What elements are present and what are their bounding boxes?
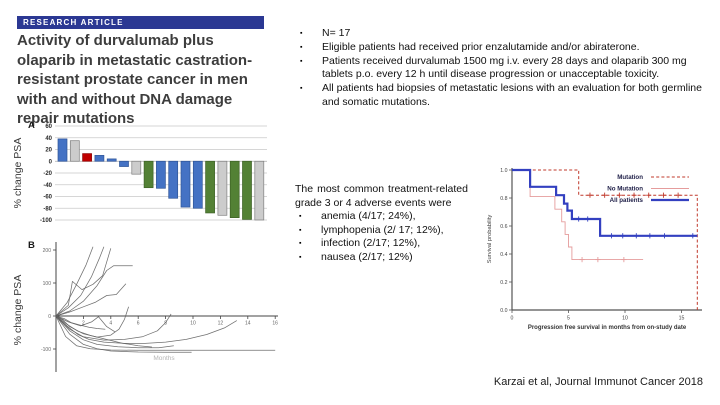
article-title: Activity of durvalumab plus olaparib in … [17, 32, 253, 127]
svg-text:6: 6 [137, 321, 140, 327]
bullet-icon: ▪ [300, 85, 303, 93]
svg-text:100: 100 [43, 281, 52, 287]
svg-text:16: 16 [272, 321, 278, 327]
bullet-icon: ▪ [299, 240, 302, 248]
svg-text:-100: -100 [40, 218, 53, 224]
svg-text:0: 0 [48, 314, 51, 320]
svg-text:4: 4 [109, 321, 112, 327]
bullet-icon: ▪ [300, 30, 303, 37]
key-points-list: ▪ N= 17 ▪ Eligible patients had received p… [296, 27, 714, 109]
svg-text:40: 40 [45, 136, 52, 142]
svg-text:Progression free survival in m: Progression free survival in months from… [528, 325, 687, 331]
svg-text:No Mutation: No Mutation [607, 186, 643, 193]
svg-text:0.4: 0.4 [500, 252, 507, 258]
svg-text:8: 8 [164, 321, 167, 327]
svg-text:% change PSA: % change PSA [12, 275, 24, 346]
adverse-events-intro: The most common treatment-related grade … [295, 183, 468, 209]
key-point-text: Eligible patients had received prior enz… [322, 40, 640, 53]
adverse-event-text: anemia (4/17; 24%), [321, 210, 416, 223]
kaplan-meier-pfs-chart: 1.0 0.8 0.6 0.4 0.2 0.0 0 5 10 15 Mutation No Mutat… [487, 168, 702, 331]
adverse-events-block: The most common treatment-related grade … [295, 183, 468, 265]
list-item: ▪ infection (2/17; 12%), [295, 237, 468, 251]
svg-text:Survival probability: Survival probability [487, 215, 493, 264]
spider-plot-psa: 200 100 0 -100 2 4 6 8 10 12 14 16 B % change PSA Mont… [12, 240, 278, 372]
svg-text:Months: Months [153, 355, 175, 362]
bullet-icon: ▪ [299, 253, 302, 261]
svg-text:60: 60 [45, 124, 52, 130]
list-item: ▪ N= 17 [296, 27, 714, 40]
svg-text:20: 20 [45, 148, 52, 154]
svg-text:2: 2 [82, 321, 85, 327]
research-article-tag: RESEARCH ARTICLE [17, 16, 264, 29]
citation: Karzai et al, Journal Immunot Cancer 201… [493, 376, 703, 388]
svg-text:All patients: All patients [610, 197, 644, 204]
adverse-event-text: infection (2/17; 12%), [321, 237, 421, 250]
svg-text:0.2: 0.2 [500, 280, 507, 286]
list-item: ▪ All patients had biopsies of metastatic… [296, 82, 714, 109]
svg-text:Mutation: Mutation [617, 174, 643, 181]
svg-text:-40: -40 [43, 183, 52, 189]
adverse-events-list: ▪ anemia (4/17; 24%), ▪ lymphopenia (2/ 17… [295, 210, 468, 264]
key-point-text: N= 17 [322, 27, 351, 39]
bullet-icon: ▪ [299, 213, 302, 221]
bullet-icon: ▪ [299, 226, 302, 234]
svg-text:-20: -20 [43, 171, 52, 177]
svg-text:12: 12 [218, 321, 224, 327]
svg-text:200: 200 [43, 248, 52, 254]
adverse-event-text: lymphopenia (2/ 17; 12%), [321, 223, 444, 236]
svg-text:0: 0 [511, 316, 514, 322]
svg-text:5: 5 [567, 316, 570, 322]
svg-text:0.6: 0.6 [500, 224, 507, 230]
svg-text:14: 14 [245, 321, 251, 327]
list-item: ▪ anemia (4/17; 24%), [295, 210, 468, 224]
svg-text:0.0: 0.0 [500, 308, 507, 314]
svg-text:10: 10 [622, 316, 628, 322]
svg-text:-80: -80 [43, 206, 52, 212]
svg-text:1.0: 1.0 [500, 168, 507, 174]
bullet-icon: ▪ [300, 43, 303, 51]
waterfall-chart-psa: 60 40 20 0 -20 -40 -60 -80 -100 A % change PSA [12, 120, 267, 224]
svg-text:-100: -100 [41, 347, 51, 353]
list-item: ▪ nausea (2/17; 12%) [295, 251, 468, 265]
key-point-text: Patients received durvalumab 1500 mg i.v… [322, 54, 687, 81]
svg-text:15: 15 [679, 316, 685, 322]
svg-text:0.8: 0.8 [500, 196, 507, 202]
bullet-icon: ▪ [300, 57, 303, 65]
key-point-text: All patients had biopsies of metastatic … [322, 82, 702, 108]
svg-text:% change PSA: % change PSA [12, 138, 24, 209]
list-item: ▪ lymphopenia (2/ 17; 12%), [295, 224, 468, 238]
svg-text:-60: -60 [43, 195, 52, 201]
list-item: ▪ Patients received durvalumab 1500 mg i.… [296, 55, 714, 82]
svg-text:A: A [28, 120, 35, 131]
list-item: ▪ Eligible patients had received prior en… [296, 41, 714, 54]
svg-text:0: 0 [49, 159, 53, 165]
adverse-event-text: nausea (2/17; 12%) [321, 250, 413, 263]
svg-text:10: 10 [190, 321, 196, 327]
svg-text:B: B [28, 240, 35, 251]
